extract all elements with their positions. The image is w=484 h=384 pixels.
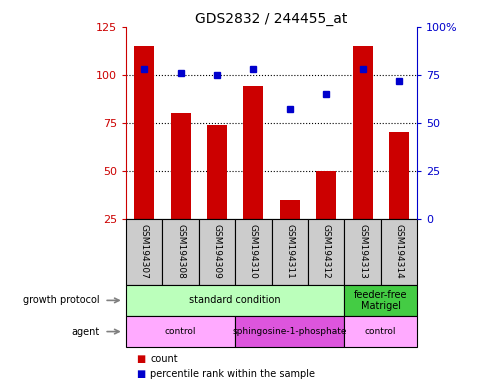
Text: percentile rank within the sample: percentile rank within the sample bbox=[150, 369, 315, 379]
Text: GSM194307: GSM194307 bbox=[139, 224, 149, 279]
Text: ■: ■ bbox=[136, 369, 145, 379]
Bar bbox=[170, 113, 190, 219]
Text: GSM194310: GSM194310 bbox=[248, 224, 257, 279]
Bar bbox=[271, 219, 307, 285]
Text: control: control bbox=[165, 327, 196, 336]
Bar bbox=[126, 285, 344, 316]
Bar bbox=[388, 132, 408, 219]
Bar bbox=[207, 125, 227, 219]
Text: GSM194311: GSM194311 bbox=[285, 224, 294, 279]
Bar bbox=[380, 219, 416, 285]
Bar bbox=[344, 219, 380, 285]
Text: sphingosine-1-phosphate: sphingosine-1-phosphate bbox=[232, 327, 347, 336]
Bar bbox=[126, 316, 235, 347]
Bar bbox=[198, 219, 235, 285]
Bar bbox=[134, 46, 154, 219]
Text: agent: agent bbox=[71, 326, 99, 337]
Bar bbox=[235, 316, 344, 347]
Text: GSM194312: GSM194312 bbox=[321, 224, 330, 279]
Bar bbox=[344, 285, 416, 316]
Bar bbox=[279, 200, 299, 219]
Bar bbox=[316, 171, 335, 219]
Text: control: control bbox=[364, 327, 395, 336]
Text: standard condition: standard condition bbox=[189, 295, 280, 305]
Title: GDS2832 / 244455_at: GDS2832 / 244455_at bbox=[195, 12, 347, 26]
Bar bbox=[235, 219, 271, 285]
Text: GSM194308: GSM194308 bbox=[176, 224, 185, 279]
Bar bbox=[344, 316, 416, 347]
Text: GSM194314: GSM194314 bbox=[393, 224, 403, 279]
Bar bbox=[243, 86, 263, 219]
Text: feeder-free
Matrigel: feeder-free Matrigel bbox=[353, 290, 407, 311]
Bar bbox=[162, 219, 198, 285]
Bar bbox=[126, 219, 162, 285]
Text: ■: ■ bbox=[136, 354, 145, 364]
Text: GSM194309: GSM194309 bbox=[212, 224, 221, 279]
Bar bbox=[352, 46, 372, 219]
Bar bbox=[307, 219, 344, 285]
Text: count: count bbox=[150, 354, 178, 364]
Text: GSM194313: GSM194313 bbox=[357, 224, 366, 279]
Text: growth protocol: growth protocol bbox=[23, 295, 99, 305]
